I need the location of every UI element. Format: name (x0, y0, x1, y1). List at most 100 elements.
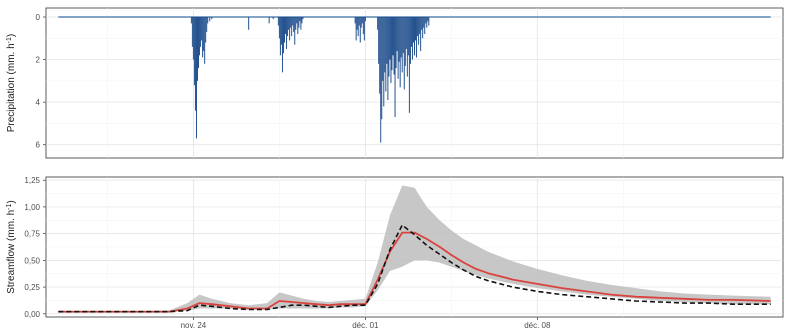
observed-streamflow-line (58, 224, 771, 313)
precipitation-bar (295, 17, 297, 30)
precipitation-bar (418, 17, 420, 45)
y-tick-label: 1,25 (24, 176, 40, 185)
precipitation-bar (385, 17, 387, 92)
precipitation-bar (386, 17, 388, 64)
precipitation-panel: 0 2 4 6 Precipitation (mm. h-1) (6, 7, 784, 159)
streamflow-marks (58, 185, 771, 313)
precipitation-bar (355, 17, 357, 41)
x-tick-label: déc. 01 (352, 321, 379, 330)
precipitation-bars (58, 16, 771, 143)
precipitation-bar (382, 17, 384, 81)
precipitation-bar (292, 17, 294, 26)
precipitation-bar (389, 17, 391, 60)
precipitation-bar (425, 17, 427, 24)
precipitation-bar (195, 17, 197, 139)
precipitation-bar (272, 17, 274, 20)
precipitation-bar (377, 17, 379, 30)
precipitation-bar (278, 17, 280, 39)
precipitation-bar (209, 17, 211, 22)
precipitation-grid (46, 8, 783, 158)
precipitation-bar (297, 17, 299, 35)
precipitation-bar (282, 17, 284, 54)
precipitation-bar (277, 17, 279, 26)
precipitation-y-axis-label: Precipitation (mm. h-1) (6, 34, 18, 133)
precipitation-bar (280, 17, 282, 45)
streamflow-y-ticks: 0,00 0,25 0,50 0,75 1,00 1,25 (24, 176, 46, 319)
precipitation-bar (408, 17, 410, 113)
precipitation-bar (404, 17, 406, 66)
precipitation-bar (268, 17, 270, 24)
precipitation-bar (190, 17, 192, 24)
precipitation-bar (284, 17, 285, 43)
precipitation-bar (423, 17, 425, 28)
precipitation-bar (364, 17, 366, 22)
precipitation-bar (403, 17, 405, 90)
y-tick-label: 0,50 (24, 256, 40, 265)
precipitation-bar (288, 17, 290, 30)
y-tick-label: 6 (36, 141, 41, 150)
precipitation-bar (356, 17, 358, 30)
precipitation-bar (300, 17, 302, 30)
precipitation-bar (198, 17, 200, 69)
precipitation-bar (299, 17, 301, 22)
y-tick-label: 0,00 (24, 310, 40, 319)
precipitation-bar (279, 17, 281, 56)
precipitation-bar (191, 17, 193, 47)
precipitation-bar (392, 17, 394, 56)
precipitation-bar (294, 17, 296, 45)
precipitation-bar (358, 17, 360, 26)
precipitation-bar (400, 17, 402, 58)
x-tick-label: nov. 24 (181, 321, 207, 330)
precipitation-bar (384, 17, 386, 73)
precipitation-bar (391, 17, 393, 71)
precipitation-bar (281, 17, 283, 73)
precipitation-bar (410, 17, 412, 47)
simulated-streamflow-line (58, 231, 771, 313)
precipitation-bar (298, 17, 300, 28)
streamflow-y-axis-label: Streamflow (mm. h-1) (6, 200, 18, 293)
precipitation-bar (287, 17, 289, 37)
precipitation-bar (387, 17, 389, 101)
precipitation-bar (417, 17, 419, 37)
precipitation-bar (420, 17, 422, 52)
precipitation-bar (421, 17, 423, 30)
precipitation-bar (381, 17, 383, 120)
precipitation-bar (419, 17, 421, 35)
precipitation-bar (205, 17, 207, 43)
precipitation-bar (354, 17, 356, 24)
precipitation-bar (388, 17, 390, 77)
precipitation-y-ticks: 0 2 4 6 (36, 13, 46, 150)
streamflow-panel: 0,00 0,25 0,50 0,75 1,00 1,25 nov. 24 déc. 01 d… (6, 176, 784, 330)
precipitation-bar (411, 17, 413, 60)
precipitation-bar (291, 17, 293, 37)
precipitation-bar (426, 17, 428, 28)
x-tick-label: déc. 08 (524, 321, 551, 330)
precipitation-bar (414, 17, 415, 56)
precipitation-bar (401, 17, 403, 73)
precipitation-bar (406, 17, 408, 77)
precipitation-bar (415, 17, 417, 41)
precipitation-bar (424, 17, 426, 35)
x-axis-ticks: nov. 24 déc. 01 déc. 08 (181, 317, 551, 330)
precipitation-bar (289, 17, 291, 41)
precipitation-bar (380, 17, 382, 143)
precipitation-bar (357, 17, 359, 37)
precipitation-bar (359, 17, 361, 43)
precipitation-bar (383, 17, 385, 107)
precipitation-bar (395, 17, 397, 69)
precipitation-bar (302, 17, 304, 20)
y-tick-label: 0,25 (24, 283, 40, 292)
precipitation-bar (285, 17, 287, 35)
precipitation-bar (203, 17, 205, 52)
precipitation-bar (399, 17, 401, 88)
precipitation-bar (194, 17, 196, 111)
precipitation-bar (202, 17, 204, 58)
precipitation-bar (360, 17, 362, 28)
precipitation-bar (397, 17, 399, 79)
precipitation-bar (193, 17, 195, 86)
precipitation-bar (290, 17, 292, 28)
y-tick-label: 4 (36, 98, 41, 107)
y-tick-label: 0 (36, 13, 41, 22)
precipitation-bar (200, 17, 202, 47)
